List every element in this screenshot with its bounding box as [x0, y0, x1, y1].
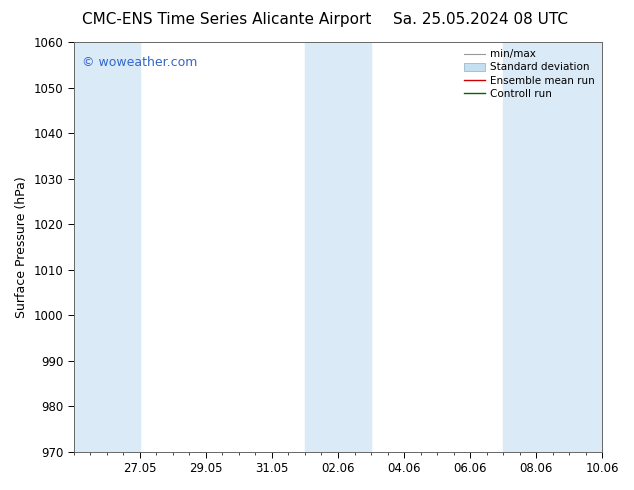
- Legend: min/max, Standard deviation, Ensemble mean run, Controll run: min/max, Standard deviation, Ensemble me…: [460, 45, 599, 103]
- Text: © woweather.com: © woweather.com: [82, 56, 197, 70]
- Bar: [503, 42, 602, 452]
- Y-axis label: Surface Pressure (hPa): Surface Pressure (hPa): [15, 176, 28, 318]
- Bar: [305, 42, 371, 452]
- Bar: [74, 42, 139, 452]
- Text: Sa. 25.05.2024 08 UTC: Sa. 25.05.2024 08 UTC: [393, 12, 568, 27]
- Text: CMC-ENS Time Series Alicante Airport: CMC-ENS Time Series Alicante Airport: [82, 12, 372, 27]
